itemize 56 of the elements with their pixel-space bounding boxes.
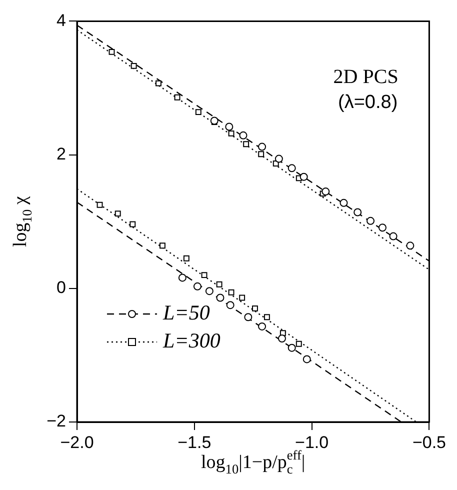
x-tick-label: −1.5	[178, 432, 212, 452]
point	[340, 198, 348, 207]
point	[354, 208, 362, 216]
y-tick-label: 2	[56, 144, 66, 164]
point	[193, 282, 202, 290]
point	[183, 255, 190, 262]
point	[226, 301, 234, 310]
point	[216, 281, 222, 288]
point	[174, 94, 180, 100]
y-tick-label: 0	[56, 278, 66, 298]
point	[300, 172, 308, 181]
point	[274, 154, 283, 163]
legend-label: L=50	[162, 300, 210, 325]
point	[225, 122, 234, 131]
point	[228, 289, 234, 296]
point	[210, 116, 218, 125]
y-axis-title: log10 χ	[10, 196, 35, 247]
point	[178, 274, 186, 282]
point	[201, 272, 208, 278]
text: 2D PCS	[333, 66, 398, 88]
point	[130, 221, 136, 228]
point	[239, 294, 246, 301]
point	[258, 142, 266, 151]
point	[205, 287, 214, 296]
point	[264, 314, 270, 320]
point	[378, 224, 386, 232]
x-tick-label: −2.0	[60, 432, 94, 452]
point	[366, 216, 375, 225]
text: (λ=0.8)	[338, 92, 398, 114]
point	[258, 151, 264, 158]
point	[195, 109, 202, 116]
point	[288, 344, 296, 352]
point	[406, 242, 414, 250]
point	[159, 242, 166, 249]
point	[239, 131, 248, 140]
x-tick-label: −0.5	[412, 432, 446, 452]
point	[302, 355, 311, 364]
point	[96, 202, 103, 208]
point	[156, 80, 162, 86]
legend-label: L=300	[162, 328, 221, 353]
point	[288, 164, 296, 172]
y-tick-label: −2	[46, 412, 66, 431]
point	[389, 232, 398, 240]
point	[244, 313, 252, 322]
point	[216, 294, 224, 302]
y-tick-label: 4	[56, 10, 66, 30]
point	[243, 141, 250, 148]
point	[228, 130, 234, 136]
point	[114, 210, 121, 217]
point	[278, 334, 286, 342]
point	[296, 340, 302, 347]
point	[322, 188, 330, 196]
point	[252, 305, 258, 312]
point	[108, 48, 115, 55]
point	[258, 322, 266, 330]
point	[130, 62, 137, 69]
